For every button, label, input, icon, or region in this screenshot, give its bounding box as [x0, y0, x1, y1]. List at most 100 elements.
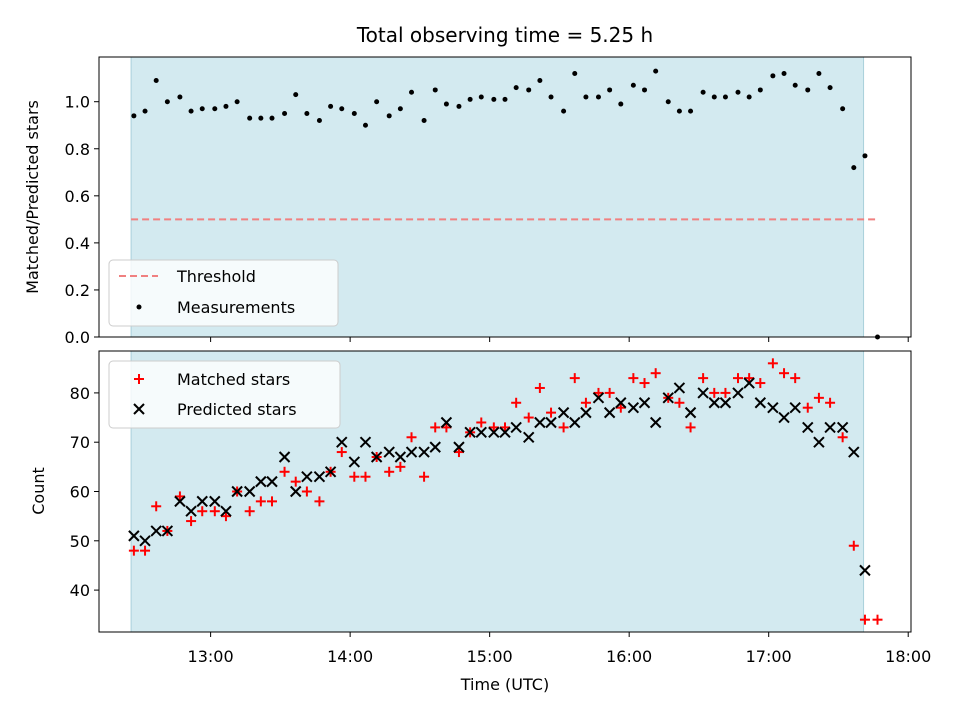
predicted-point [848, 446, 860, 458]
matched-point [360, 471, 371, 482]
measurement-point [199, 106, 205, 112]
matched-point [744, 373, 755, 384]
predicted-point [209, 495, 221, 508]
predicted-point [557, 406, 570, 419]
matched-point [419, 471, 430, 482]
bottom-y-tick-label: 40 [70, 581, 90, 600]
matched-point [430, 422, 441, 433]
predicted-point [383, 446, 395, 458]
predicted-point [569, 416, 581, 429]
top-panel: 0.0 0.2 0.4 0.6 0.8 1.0 Matched/Predicted sta… [23, 56, 912, 347]
measurement-point [456, 103, 462, 109]
matched-point [279, 466, 290, 477]
measurement-point [561, 108, 567, 114]
matched-point [546, 407, 557, 418]
predicted-point [649, 416, 662, 429]
predicted-point [824, 421, 836, 434]
matched-point [197, 506, 208, 517]
measurement-point [840, 106, 846, 112]
measurement-point [339, 106, 345, 112]
predicted-point [673, 382, 686, 394]
top-y-tick-label: 0.2 [65, 281, 90, 300]
predicted-point [231, 485, 243, 498]
predicted-point [301, 471, 313, 483]
predicted-point [603, 406, 616, 419]
matched-point [558, 422, 569, 433]
measurement-point [432, 87, 438, 93]
x-axis-label: Time (UTC) [460, 675, 549, 694]
matched-point [872, 614, 883, 625]
measurement-point [537, 78, 543, 84]
matched-point [186, 516, 197, 527]
measurement-point [513, 85, 519, 91]
measurement-point [258, 115, 264, 121]
predicted-point [453, 441, 465, 453]
chart-title: Total observing time = 5.25 h [356, 23, 653, 47]
top-y-tick-label: 0.0 [65, 328, 90, 347]
bottom-y-tick-label: 80 [70, 384, 90, 403]
predicted-point [719, 397, 732, 409]
matched-point [336, 447, 347, 458]
predicted-point [627, 401, 640, 414]
predicted-point [161, 525, 174, 537]
measurement-point [851, 165, 857, 171]
matched-point [825, 397, 836, 408]
legend-measurements-label: Measurements [177, 298, 295, 317]
legend-matched-swatch [134, 374, 144, 384]
matched-point [500, 422, 510, 433]
measurement-point [630, 82, 636, 88]
matched-point [650, 368, 661, 379]
predicted-point [638, 397, 651, 409]
predicted-point [464, 426, 476, 439]
predicted-point [662, 392, 674, 404]
measurement-point [164, 99, 170, 105]
measurement-point [386, 113, 392, 119]
predicted-point [255, 475, 267, 488]
top-y-axis-label: Matched/Predicted stars [23, 100, 42, 294]
matched-point [151, 501, 162, 512]
top-y-tick-label: 0.6 [65, 187, 90, 206]
matched-point [441, 422, 452, 433]
matched-point [267, 496, 278, 507]
x-tick-label: 14:00 [327, 647, 373, 666]
matched-point [732, 373, 743, 384]
measurement-point [443, 101, 449, 107]
measurement-point [409, 89, 415, 95]
matched-point [301, 486, 312, 497]
matched-point [488, 422, 499, 433]
matched-point [244, 506, 255, 517]
top-legend: Threshold Measurements [108, 259, 339, 327]
matched-point [755, 378, 766, 389]
predicted-point [813, 436, 825, 448]
predicted-point [499, 426, 511, 439]
matched-point [384, 466, 395, 477]
matched-point [790, 373, 801, 384]
x-tick-label: 13:00 [188, 647, 234, 666]
legend-predicted-label: Predicted stars [177, 400, 297, 419]
measurement-point [282, 110, 288, 116]
predicted-point [128, 530, 140, 542]
legend-threshold-label: Threshold [176, 267, 256, 286]
matched-point [569, 373, 580, 384]
matched-point [349, 471, 360, 482]
top-y-tick-label: 0.8 [65, 140, 90, 159]
measurement-point [397, 106, 403, 112]
measurement-point [618, 101, 624, 107]
x-tick-label: 17:00 [746, 647, 792, 666]
bottom-y-tick-label: 60 [70, 483, 90, 502]
x-tick-label: 15:00 [467, 647, 513, 666]
matched-point [837, 432, 848, 443]
measurement-point [247, 115, 253, 121]
matched-point [395, 461, 406, 472]
matched-point [615, 402, 626, 413]
predicted-point [278, 451, 291, 463]
bottom-panel: 40 50 60 70 80 13:00 14:00 15:00 16:00 17:00 18:0… [29, 350, 931, 694]
predicted-point [243, 485, 256, 498]
measurement-point [304, 110, 310, 116]
predicted-point [370, 451, 383, 463]
measurement-point [362, 122, 368, 128]
predicted-point [802, 421, 814, 434]
measurement-point [572, 70, 578, 76]
predicted-point [359, 436, 372, 448]
